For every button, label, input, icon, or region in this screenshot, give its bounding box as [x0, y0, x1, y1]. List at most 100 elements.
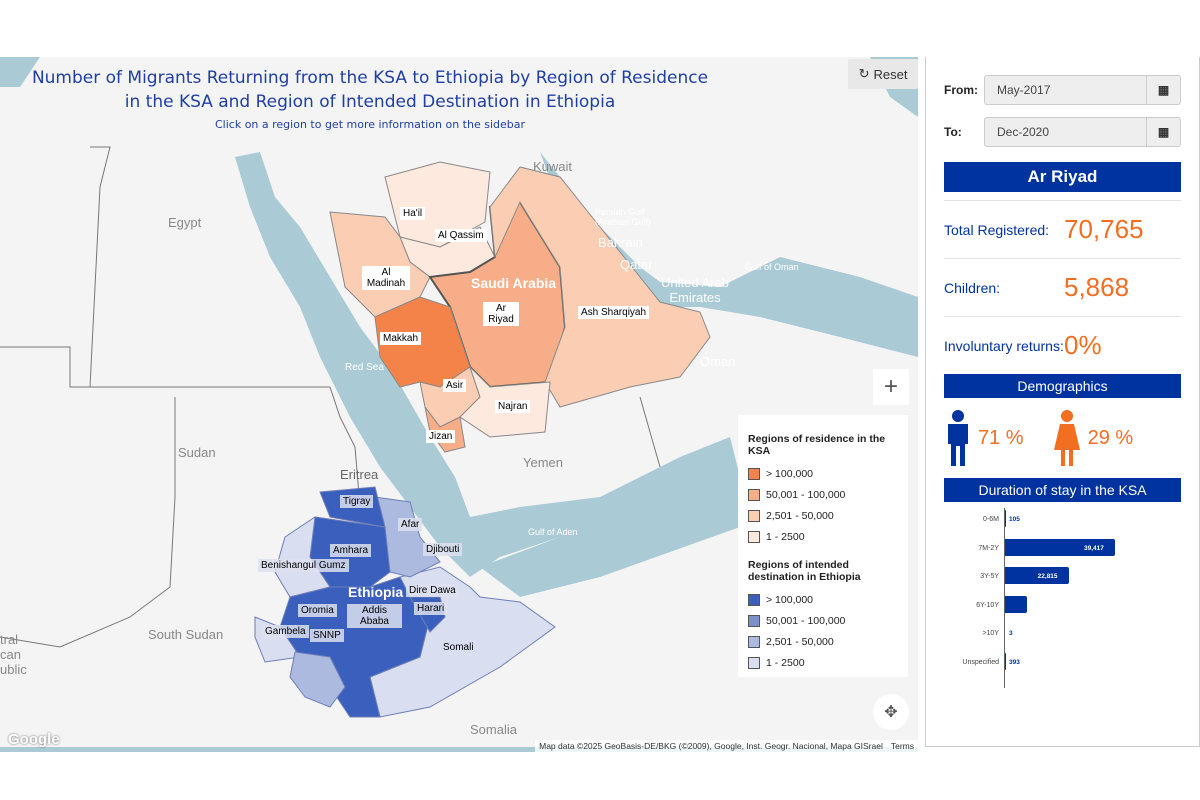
total-label: Total Registered: [944, 221, 1050, 238]
region-label: Addis Ababa [347, 604, 402, 628]
geo-label: Egypt [168, 215, 202, 230]
bar[interactable] [1005, 538, 1115, 556]
geo-label: Gulf of Oman [745, 262, 799, 272]
region-label: Ash Sharqiyah [578, 306, 650, 319]
region-label: Oromia [298, 604, 337, 617]
bar[interactable] [1005, 652, 1007, 670]
geo-label: United Arab Emirates [661, 275, 729, 305]
legend-item: 50,001 - 100,000 [748, 484, 898, 505]
duration-header: Duration of stay in the KSA [944, 478, 1181, 502]
region-label: Al Qassim [435, 229, 487, 242]
demographics: 71 % 29 % [944, 398, 1181, 478]
zoom-in-button[interactable]: + [873, 369, 909, 405]
female-icon [1053, 410, 1080, 466]
total-value: 70,765 [1064, 214, 1144, 244]
legend-label: > 100,000 [766, 593, 814, 606]
region-label: Djibouti [423, 543, 463, 556]
legend-swatch [748, 635, 760, 648]
bar[interactable] [1005, 567, 1069, 584]
calendar-icon[interactable]: ▦ [1146, 76, 1180, 104]
sidebar: From: May-2017 ▦ To: Dec-2020 ▦ Ar Riyad T… [925, 57, 1200, 747]
legend-item: 1 - 2500 [748, 652, 898, 673]
legend-item: > 100,000 [748, 463, 898, 484]
involuntary-label: Involuntary returns: [944, 337, 1064, 354]
legend-label: 50,001 - 100,000 [766, 488, 846, 501]
to-date-input[interactable]: Dec-2020 ▦ [984, 117, 1181, 147]
tick-label: Unspecified [962, 658, 999, 666]
demographics-header: Demographics [944, 374, 1181, 398]
legend-swatch [748, 614, 760, 627]
region-label: Afar [398, 518, 423, 531]
geo-label: Kuwait [533, 159, 573, 174]
legend-swatch [748, 488, 760, 501]
country-label: Ethiopia [348, 584, 404, 600]
legend-label: > 100,000 [766, 467, 814, 480]
data-label: 3 [1009, 630, 1013, 637]
geo-label: Bahrain [598, 235, 643, 250]
legend-label: 1 - 2500 [766, 656, 805, 669]
region-label: Asir [443, 379, 467, 392]
geo-label: Oman [700, 354, 736, 369]
country-label: Saudi Arabia [471, 275, 557, 291]
bar[interactable] [1005, 595, 1028, 613]
legend-label: 2,501 - 50,000 [766, 635, 834, 648]
data-label: 22,815 [1037, 573, 1058, 580]
region-label: Benishangul Gumz [258, 559, 349, 572]
children-value: 5,868 [1064, 272, 1130, 302]
from-date-input[interactable]: May-2017 ▦ [984, 75, 1181, 105]
tick-label: 6Y-10Y [976, 601, 999, 609]
geo-label: Eritrea [340, 467, 379, 482]
map[interactable]: Egypt Sudan South Sudan Eritrea Yemen Om… [0, 57, 918, 752]
map-attribution: Map data ©2025 GeoBasis-DE/BKG (©2009), … [535, 740, 918, 752]
region-label: Ha'il [400, 207, 426, 220]
legend-item: > 100,000 [748, 589, 898, 610]
geo-label: Yemen [523, 455, 563, 470]
legend-swatch [748, 530, 760, 543]
region-label: Ar Riyad [483, 302, 519, 326]
male-percent: 71 % [978, 426, 1024, 449]
region-ash-sharqiyah[interactable] [489, 166, 711, 408]
region-label: SNNP [310, 629, 344, 642]
google-logo: Google [8, 731, 60, 748]
duration-chart: 0-6M 105 7M-2Y 39,417 3Y-5Y 22,815 6Y-10Y >10Y 3… [944, 508, 1181, 698]
tick-label: 3Y-5Y [980, 573, 999, 580]
legend-swatch [748, 509, 760, 522]
geo-label: Somalia [470, 722, 517, 737]
legend-label: 1 - 2500 [766, 530, 805, 543]
legend-title: Regions of residence in the KSA [748, 433, 886, 457]
children-label: Children: [944, 279, 1001, 296]
region-label: Amhara [330, 544, 372, 557]
region-label: Makkah [380, 332, 422, 345]
region-snnp[interactable] [289, 651, 346, 708]
reset-button[interactable]: ↻ Reset [848, 59, 918, 89]
refresh-icon: ↻ [858, 66, 870, 81]
borders [0, 146, 661, 648]
terms-link[interactable]: Terms [890, 741, 914, 751]
legend: Regions of residence in the KSA > 100,00… [738, 415, 908, 677]
geo-label: Sudan [178, 445, 216, 460]
legend-label: 50,001 - 100,000 [766, 614, 846, 627]
region-label: Harari [414, 602, 448, 615]
legend-swatch [748, 656, 760, 669]
fullscreen-pan-button[interactable]: ✥ [873, 694, 909, 730]
involuntary-value: 0% [1064, 330, 1102, 360]
region-title: Ar Riyad [944, 162, 1181, 192]
legend-swatch [748, 593, 760, 606]
geo-label: tral can ublic [0, 632, 27, 677]
tick-label: >10Y [982, 630, 999, 637]
region-label: Najran [495, 400, 531, 413]
chart-axis [1004, 508, 1005, 688]
legend-item: 1 - 2500 [748, 526, 898, 547]
geo-label: Red Sea [345, 362, 384, 373]
geo-label: Qatar [620, 257, 653, 272]
geo-label: Gulf of Aden [528, 527, 578, 537]
region-label: Gambela [262, 625, 309, 638]
legend-swatch [748, 467, 760, 480]
legend-label: 2,501 - 50,000 [766, 509, 834, 522]
data-label: 39,417 [1084, 544, 1104, 552]
female-percent: 29 % [1087, 426, 1134, 449]
data-label: 105 [1009, 516, 1020, 523]
calendar-icon[interactable]: ▦ [1146, 118, 1180, 146]
data-label: 393 [1009, 658, 1020, 666]
map-title: Number of Migrants Returning from the KS… [31, 68, 709, 112]
